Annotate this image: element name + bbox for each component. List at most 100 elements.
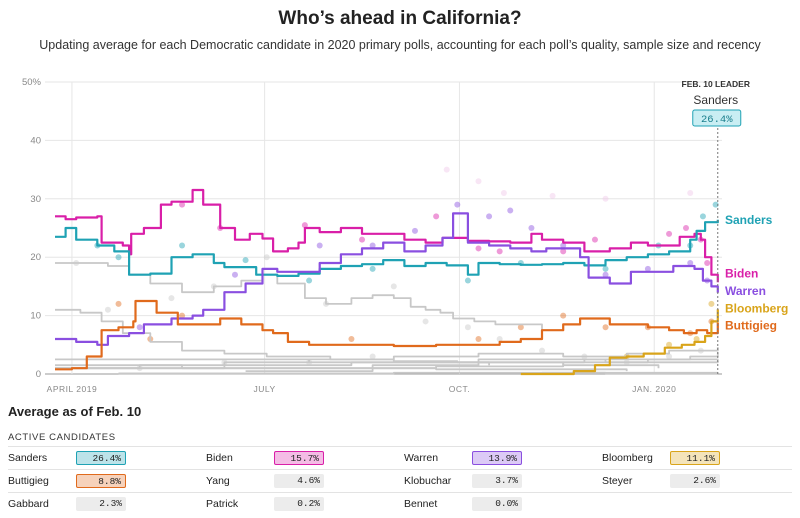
y-tick-label: 40 — [30, 135, 41, 146]
summary-row: Sanders 26.4% Biden 15.7% Warren 13.9% Bloombe… — [8, 446, 792, 469]
poll-dot-warren — [560, 242, 567, 249]
poll-dot-warren — [486, 213, 493, 220]
poll-dot-sanders — [179, 242, 186, 249]
candidate-average: 13.9% — [472, 451, 522, 465]
poll-dot-others — [539, 347, 546, 354]
poll-dot-sanders — [712, 201, 719, 208]
poll-dot-buttigieg — [179, 312, 186, 319]
poll-dot-others — [390, 283, 397, 290]
page-title: Who’s ahead in California? — [278, 8, 522, 29]
candidate-average: 2.6% — [670, 474, 720, 488]
poll-dot-biden — [704, 260, 711, 267]
poll-dot-buttigieg — [348, 335, 355, 342]
series-label-warren: Warren — [725, 284, 766, 298]
leader-value: 26.4% — [701, 114, 733, 126]
series-line-sanders — [55, 219, 719, 277]
poll-dot-biden — [433, 213, 440, 220]
poll-dot-others — [263, 254, 270, 261]
poll-dot-others — [464, 324, 471, 331]
y-tick-label: 0 — [36, 369, 41, 380]
series-line-orourke — [55, 308, 490, 366]
poll-dot-warren — [644, 265, 651, 272]
poll-dot-biden — [560, 248, 567, 255]
poll-dot-biden — [475, 245, 482, 252]
series-labels-layer: Biden Sanders Warren Buttigieg Bloomberg — [725, 213, 788, 333]
candidate-name: Yang — [206, 475, 230, 487]
poll-dot-warren — [411, 227, 418, 234]
poll-dot-biden — [666, 230, 673, 237]
series-label-buttigieg: Buttigieg — [725, 319, 777, 333]
leader-heading: FEB. 10 LEADER — [682, 79, 751, 89]
candidate-average: 0.0% — [472, 497, 522, 511]
grid-layer: 0 10 20 30 40 50% APRIL 2019 JULY OCT. JAN. 2020 — [22, 77, 722, 394]
active-candidates-label: ACTIVE CANDIDATES — [8, 432, 116, 443]
leader-name: Sanders — [693, 93, 738, 107]
series-label-biden: Biden — [725, 267, 758, 281]
poll-dots-layer — [73, 166, 719, 372]
series-line-buttigieg — [55, 299, 719, 371]
candidate-name: Gabbard — [8, 498, 49, 510]
y-tick-label: 10 — [30, 311, 41, 322]
candidate-name: Klobuchar — [404, 475, 452, 487]
poll-dot-highlights — [687, 189, 694, 196]
series-label-bloomberg: Bloomberg — [725, 302, 788, 316]
poll-dot-warren — [602, 271, 609, 278]
candidate-name: Sanders — [8, 452, 48, 464]
poll-dot-biden — [683, 225, 690, 231]
poll-dot-highlights — [549, 192, 556, 199]
series-line-booker — [55, 358, 660, 369]
leader-callout: FEB. 10 LEADER Sanders 26.4% — [682, 79, 751, 374]
poll-dot-buttigieg — [115, 300, 122, 307]
poll-dot-sanders — [602, 265, 609, 272]
poll-dot-warren — [316, 242, 323, 249]
candidate-average: 3.7% — [472, 474, 522, 488]
page-subtitle: Updating average for each Democratic can… — [39, 38, 761, 52]
poll-dot-sanders — [306, 277, 313, 284]
poll-dot-sanders — [464, 277, 471, 284]
x-tick-label: JULY — [254, 384, 276, 394]
y-tick-label: 20 — [30, 252, 41, 263]
poll-dot-warren — [231, 271, 238, 278]
series-label-sanders: Sanders — [725, 213, 773, 227]
poll-dot-others — [104, 306, 111, 313]
poll-dot-biden — [591, 236, 598, 243]
candidate-average: 0.2% — [274, 497, 324, 511]
poll-dot-others — [496, 335, 503, 342]
poll-dot-highlights — [500, 189, 507, 196]
candidate-name: Bennet — [404, 498, 438, 510]
poll-dot-warren — [687, 260, 694, 267]
x-tick-label: APRIL 2019 — [47, 384, 98, 394]
candidate-average: 11.1% — [670, 451, 720, 465]
candidate-average: 4.6% — [274, 474, 324, 488]
y-tick-label: 30 — [30, 194, 41, 205]
poll-dot-bloomberg — [666, 341, 673, 348]
summary-heading: Average as of Feb. 10 — [8, 404, 142, 419]
candidate-name: Buttigieg — [8, 475, 49, 487]
poll-dot-highlights — [443, 166, 450, 173]
candidate-name: Bloomberg — [602, 452, 653, 464]
candidate-name: Steyer — [602, 475, 633, 487]
leader-value-box — [692, 109, 742, 127]
series-line-biden — [55, 188, 719, 283]
poll-dot-sanders — [369, 265, 376, 272]
poll-dot-sanders — [115, 254, 122, 261]
series-line-bloomberg — [520, 309, 719, 376]
candidate-average: 26.4% — [76, 451, 126, 465]
y-tick-label: 50% — [22, 77, 42, 88]
poll-dot-biden — [301, 222, 308, 229]
poll-dot-bloomberg — [693, 335, 700, 342]
poll-dot-buttigieg — [517, 324, 524, 331]
summary-row: Gabbard 2.3% Patrick 0.2% Bennet 0.0% — [8, 492, 792, 515]
poll-dot-biden — [359, 236, 366, 243]
candidate-name: Patrick — [206, 498, 239, 510]
series-lines-layer — [55, 188, 719, 376]
poll-dot-warren — [528, 225, 535, 231]
candidate-average: 8.8% — [76, 474, 126, 488]
candidate-average: 2.3% — [76, 497, 126, 511]
poll-dot-buttigieg — [602, 324, 609, 331]
series-line-warren — [55, 212, 719, 346]
poll-dot-warren — [369, 242, 376, 249]
poll-dot-sanders — [699, 213, 706, 220]
x-tick-label: JAN. 2020 — [632, 384, 676, 394]
